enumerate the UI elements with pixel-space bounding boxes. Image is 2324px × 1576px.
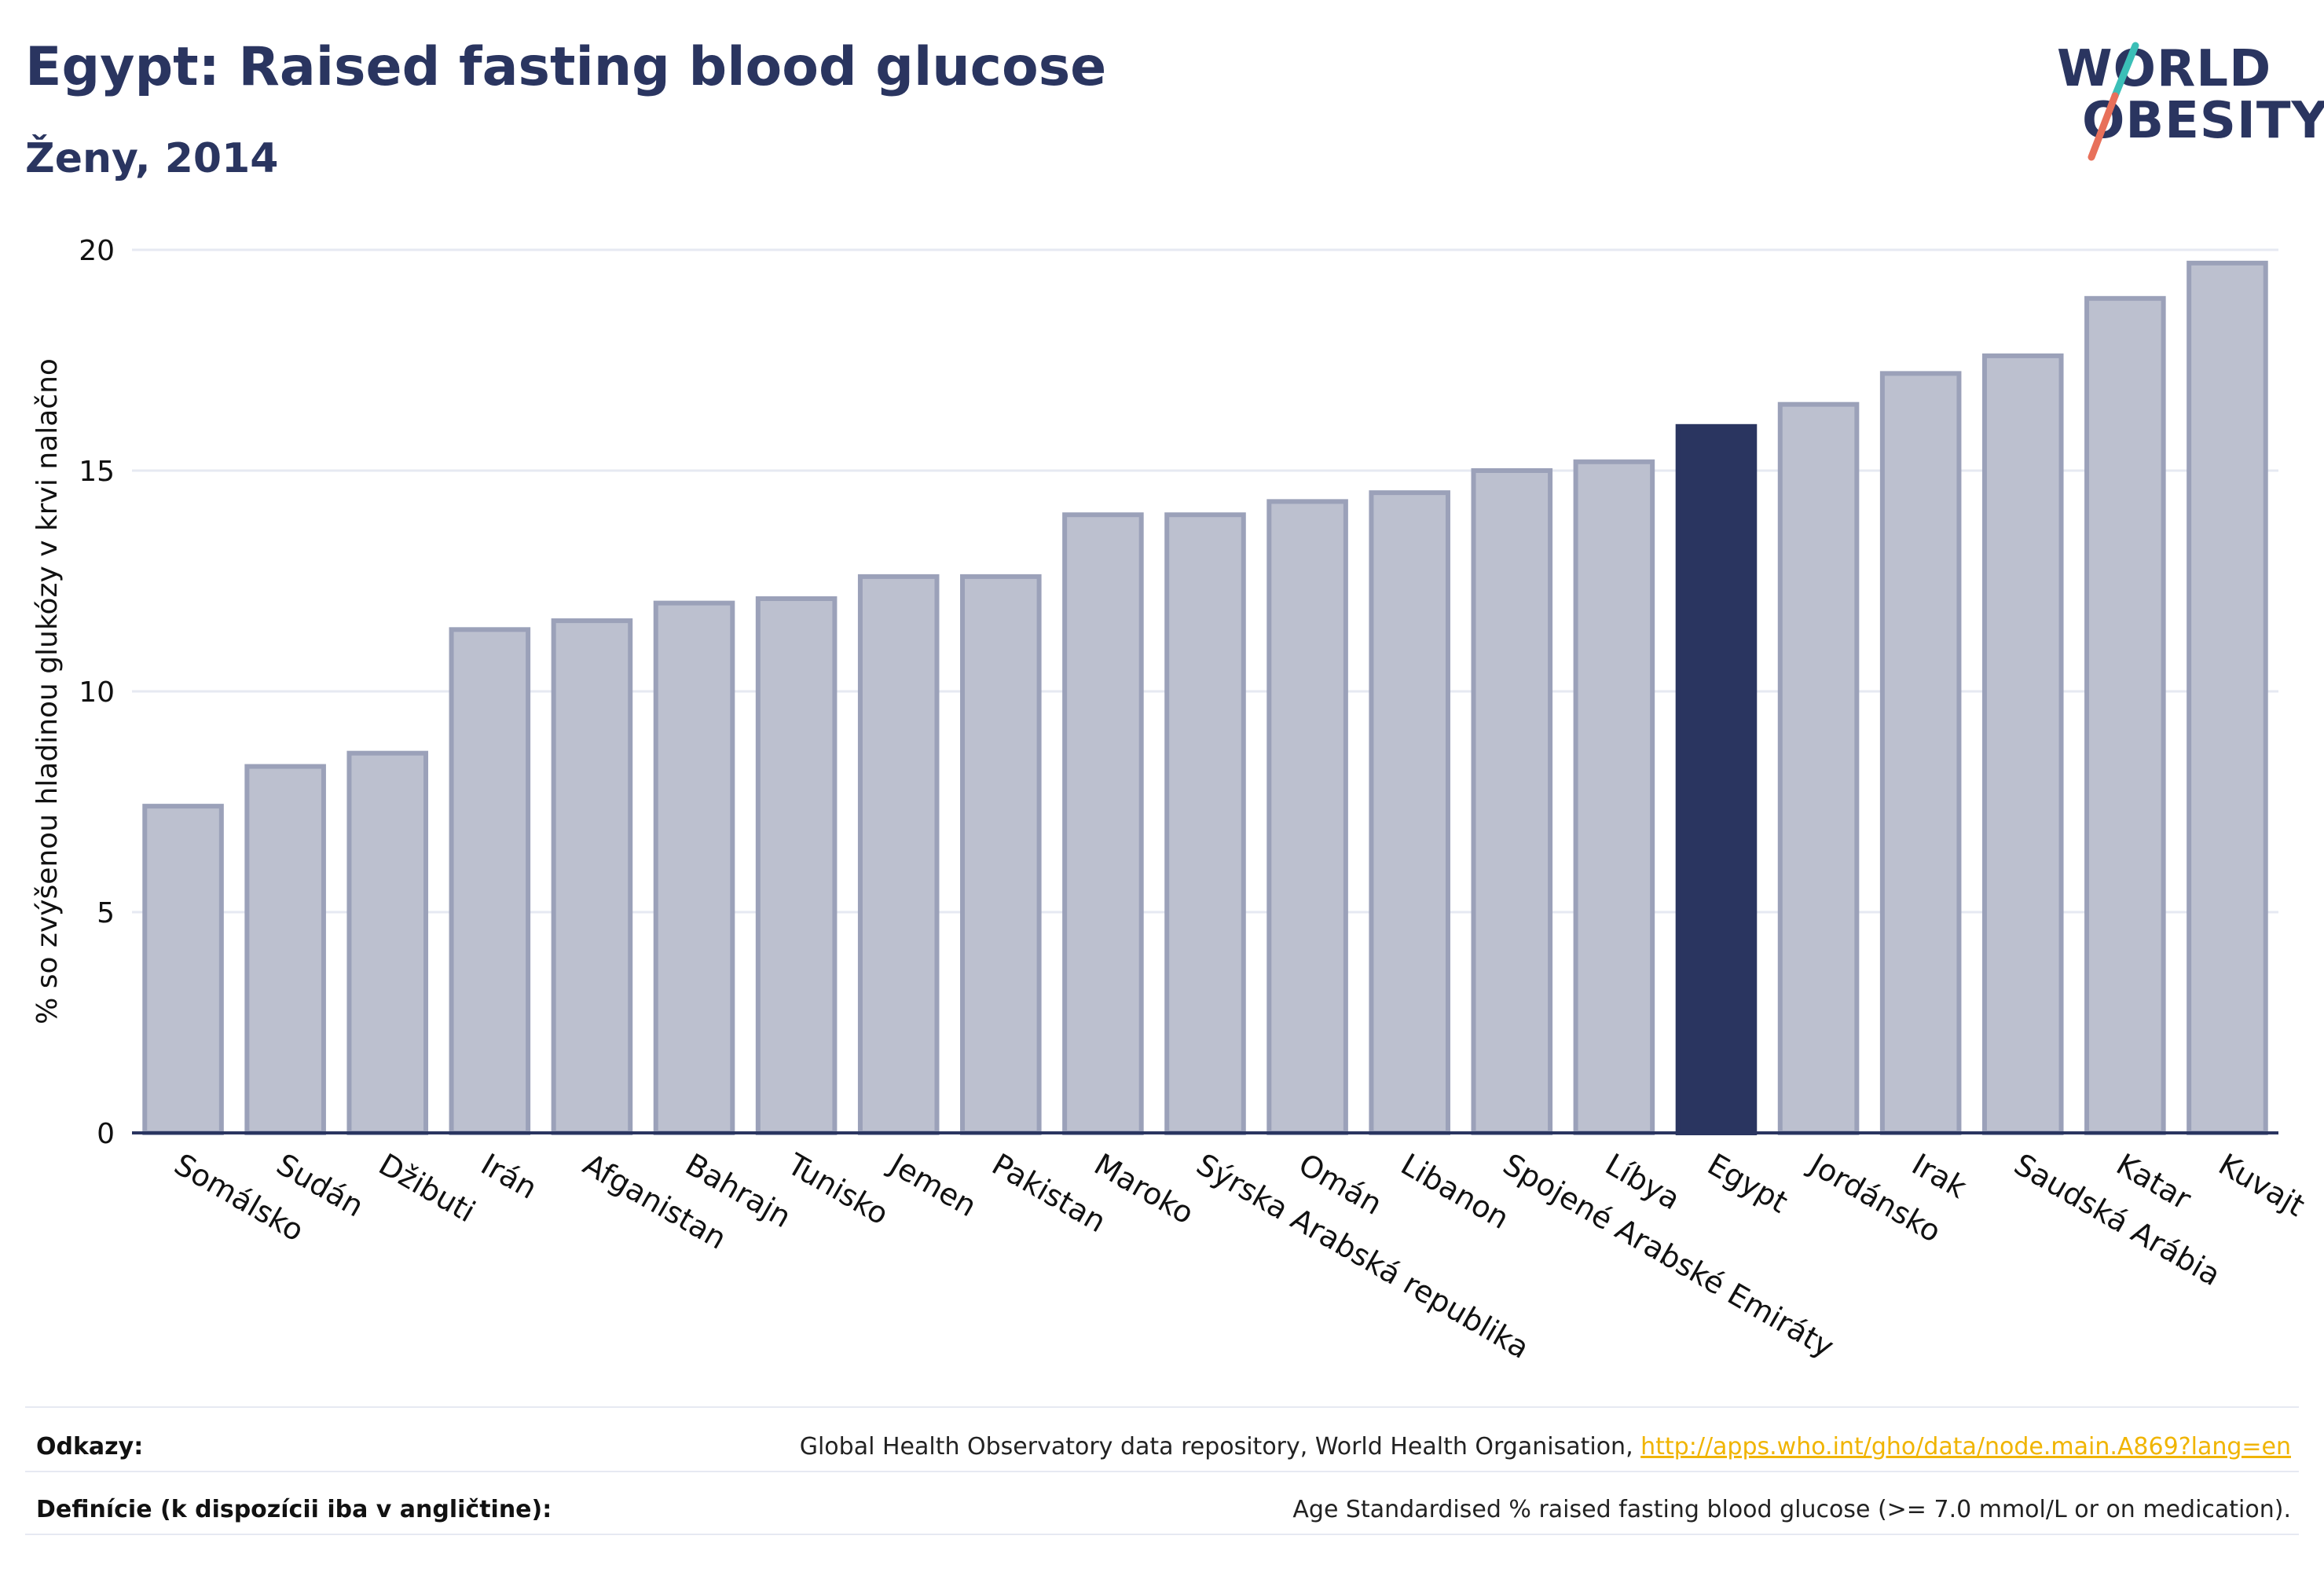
y-tick-label: 0 xyxy=(97,1118,115,1150)
bar xyxy=(960,574,1042,1135)
references-text: Global Health Observatory data repositor… xyxy=(799,1433,1641,1461)
page-title: Egypt: Raised fasting blood glucose xyxy=(25,36,1107,98)
bar xyxy=(1879,371,1962,1136)
bar-highlighted xyxy=(1675,423,1758,1135)
x-tick-label: Tunisko xyxy=(781,1146,894,1232)
bar xyxy=(449,627,531,1135)
bar xyxy=(244,764,326,1135)
x-tick-label: Egypt xyxy=(1702,1147,1794,1220)
bar xyxy=(653,600,735,1136)
y-axis-label: % so zvýšenou hladinou glukózy v krvi na… xyxy=(31,358,64,1024)
definitions-label: Definície (k dispozícii iba v angličtine… xyxy=(36,1496,552,1523)
footer-divider xyxy=(25,1534,2299,1535)
x-tick-label: Jemen xyxy=(882,1146,982,1224)
x-tick-label: Libanon xyxy=(1395,1147,1515,1236)
y-tick-label: 5 xyxy=(97,897,115,929)
x-tick-label: Irak xyxy=(1906,1147,1972,1205)
references-label: Odkazy: xyxy=(36,1433,144,1461)
y-tick-label: 10 xyxy=(79,676,115,709)
page-subtitle: Ženy, 2014 xyxy=(25,135,279,182)
references-link[interactable]: http://apps.who.int/gho/data/node.main.A… xyxy=(1640,1433,2291,1461)
x-tick-label: Irán xyxy=(475,1147,543,1206)
x-tick-label: Pakistan xyxy=(986,1147,1112,1240)
bar xyxy=(1573,459,1655,1135)
logo-slash-icon xyxy=(2088,42,2139,161)
y-tick-label: 20 xyxy=(79,235,115,267)
bar xyxy=(1471,468,1553,1135)
bar xyxy=(1266,499,1348,1135)
bars xyxy=(142,260,2268,1136)
y-tick-label: 15 xyxy=(79,456,115,488)
bar xyxy=(2084,295,2166,1136)
bar xyxy=(1981,353,2064,1135)
logo-line1: WORLD xyxy=(2057,40,2272,98)
bar xyxy=(551,618,633,1135)
bar xyxy=(142,804,224,1135)
references-value: Global Health Observatory data repositor… xyxy=(800,1433,2291,1461)
bar xyxy=(1369,490,1450,1136)
world-obesity-logo: WORLD OBESITY xyxy=(2043,31,2324,173)
bar xyxy=(1164,512,1246,1135)
bar xyxy=(857,574,940,1135)
bar xyxy=(2187,260,2268,1136)
bar xyxy=(1062,512,1144,1135)
x-tick-label: Kuvajt xyxy=(2212,1147,2310,1223)
definitions-value: Age Standardised % raised fasting blood … xyxy=(1292,1496,2291,1523)
bar xyxy=(755,596,838,1136)
x-tick-label: Džibuti xyxy=(373,1147,482,1230)
footer-divider xyxy=(25,1406,2299,1408)
bar xyxy=(1777,401,1860,1135)
footer-divider xyxy=(25,1471,2299,1472)
logo-line2: OBESITY xyxy=(2082,92,2324,150)
bar xyxy=(346,750,429,1135)
